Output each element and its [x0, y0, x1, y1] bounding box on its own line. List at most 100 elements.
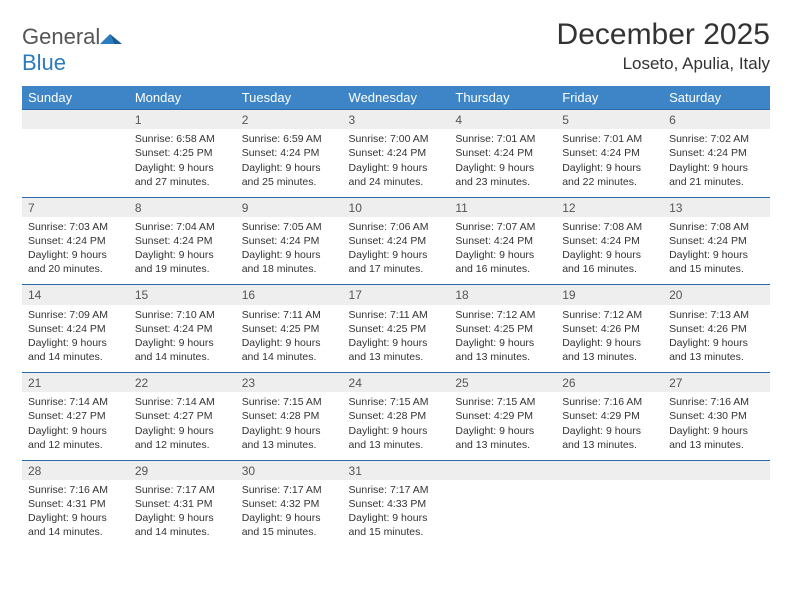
day-number-cell: 4	[449, 110, 556, 130]
title-block: December 2025 Loseto, Apulia, Italy	[557, 18, 770, 74]
day-info-cell: Sunrise: 7:17 AMSunset: 4:32 PMDaylight:…	[236, 480, 343, 548]
sunrise-text: Sunrise: 7:15 AM	[349, 395, 444, 409]
day-number-cell: 15	[129, 285, 236, 305]
daylight-text: Daylight: 9 hours and 18 minutes.	[242, 248, 337, 276]
day-info-row: Sunrise: 7:16 AMSunset: 4:31 PMDaylight:…	[22, 480, 770, 548]
sunset-text: Sunset: 4:27 PM	[28, 409, 123, 423]
sunset-text: Sunset: 4:25 PM	[455, 322, 550, 336]
day-info-cell: Sunrise: 7:01 AMSunset: 4:24 PMDaylight:…	[449, 129, 556, 197]
day-info-cell: Sunrise: 7:12 AMSunset: 4:26 PMDaylight:…	[556, 305, 663, 373]
sunrise-text: Sunrise: 7:01 AM	[455, 132, 550, 146]
sunset-text: Sunset: 4:25 PM	[242, 322, 337, 336]
weekday-header: Friday	[556, 86, 663, 110]
daylight-text: Daylight: 9 hours and 12 minutes.	[135, 424, 230, 452]
day-info-cell	[22, 129, 129, 197]
day-number-cell: 2	[236, 110, 343, 130]
daylight-text: Daylight: 9 hours and 13 minutes.	[349, 424, 444, 452]
day-number-cell: 18	[449, 285, 556, 305]
sunset-text: Sunset: 4:27 PM	[135, 409, 230, 423]
logo-word-2: Blue	[22, 50, 66, 75]
sunrise-text: Sunrise: 7:16 AM	[28, 483, 123, 497]
day-number-cell: 12	[556, 197, 663, 217]
daylight-text: Daylight: 9 hours and 16 minutes.	[562, 248, 657, 276]
weekday-header: Wednesday	[343, 86, 450, 110]
day-info-row: Sunrise: 7:14 AMSunset: 4:27 PMDaylight:…	[22, 392, 770, 460]
day-info-cell: Sunrise: 7:17 AMSunset: 4:31 PMDaylight:…	[129, 480, 236, 548]
day-info-cell: Sunrise: 7:16 AMSunset: 4:29 PMDaylight:…	[556, 392, 663, 460]
sunset-text: Sunset: 4:24 PM	[562, 146, 657, 160]
logo: GeneralBlue	[22, 24, 122, 76]
day-info-row: Sunrise: 6:58 AMSunset: 4:25 PMDaylight:…	[22, 129, 770, 197]
day-info-cell: Sunrise: 7:16 AMSunset: 4:30 PMDaylight:…	[663, 392, 770, 460]
day-number-cell: 24	[343, 373, 450, 393]
day-number-row: 14151617181920	[22, 285, 770, 305]
day-number-cell: 8	[129, 197, 236, 217]
weekday-header: Sunday	[22, 86, 129, 110]
sunrise-text: Sunrise: 7:15 AM	[455, 395, 550, 409]
sunset-text: Sunset: 4:33 PM	[349, 497, 444, 511]
daylight-text: Daylight: 9 hours and 21 minutes.	[669, 161, 764, 189]
sunrise-text: Sunrise: 7:17 AM	[349, 483, 444, 497]
daylight-text: Daylight: 9 hours and 15 minutes.	[242, 511, 337, 539]
day-number-cell	[556, 460, 663, 480]
day-info-row: Sunrise: 7:09 AMSunset: 4:24 PMDaylight:…	[22, 305, 770, 373]
sunrise-text: Sunrise: 7:04 AM	[135, 220, 230, 234]
header: GeneralBlue December 2025 Loseto, Apulia…	[22, 18, 770, 76]
daylight-text: Daylight: 9 hours and 13 minutes.	[242, 424, 337, 452]
day-number-cell: 5	[556, 110, 663, 130]
weekday-header: Monday	[129, 86, 236, 110]
day-info-cell: Sunrise: 7:15 AMSunset: 4:29 PMDaylight:…	[449, 392, 556, 460]
day-info-cell: Sunrise: 7:08 AMSunset: 4:24 PMDaylight:…	[663, 217, 770, 285]
daylight-text: Daylight: 9 hours and 16 minutes.	[455, 248, 550, 276]
sunset-text: Sunset: 4:26 PM	[562, 322, 657, 336]
day-number-cell: 21	[22, 373, 129, 393]
day-info-cell: Sunrise: 7:11 AMSunset: 4:25 PMDaylight:…	[236, 305, 343, 373]
day-info-cell: Sunrise: 7:12 AMSunset: 4:25 PMDaylight:…	[449, 305, 556, 373]
weekday-header-row: Sunday Monday Tuesday Wednesday Thursday…	[22, 86, 770, 110]
sunset-text: Sunset: 4:24 PM	[349, 146, 444, 160]
day-info-cell: Sunrise: 7:02 AMSunset: 4:24 PMDaylight:…	[663, 129, 770, 197]
sunrise-text: Sunrise: 7:17 AM	[135, 483, 230, 497]
day-number-row: 21222324252627	[22, 373, 770, 393]
sunrise-text: Sunrise: 7:08 AM	[669, 220, 764, 234]
sunset-text: Sunset: 4:24 PM	[242, 234, 337, 248]
day-info-cell: Sunrise: 7:00 AMSunset: 4:24 PMDaylight:…	[343, 129, 450, 197]
sunset-text: Sunset: 4:24 PM	[669, 146, 764, 160]
sunset-text: Sunset: 4:28 PM	[349, 409, 444, 423]
calendar-page: GeneralBlue December 2025 Loseto, Apulia…	[0, 0, 792, 566]
daylight-text: Daylight: 9 hours and 14 minutes.	[28, 336, 123, 364]
daylight-text: Daylight: 9 hours and 22 minutes.	[562, 161, 657, 189]
day-info-cell: Sunrise: 7:11 AMSunset: 4:25 PMDaylight:…	[343, 305, 450, 373]
sunrise-text: Sunrise: 7:14 AM	[28, 395, 123, 409]
day-info-cell: Sunrise: 7:07 AMSunset: 4:24 PMDaylight:…	[449, 217, 556, 285]
location: Loseto, Apulia, Italy	[557, 54, 770, 74]
sunset-text: Sunset: 4:25 PM	[135, 146, 230, 160]
day-number-cell: 1	[129, 110, 236, 130]
sunset-text: Sunset: 4:28 PM	[242, 409, 337, 423]
sunset-text: Sunset: 4:30 PM	[669, 409, 764, 423]
sunset-text: Sunset: 4:24 PM	[135, 234, 230, 248]
sunrise-text: Sunrise: 7:01 AM	[562, 132, 657, 146]
day-number-cell: 17	[343, 285, 450, 305]
day-number-cell	[663, 460, 770, 480]
sunset-text: Sunset: 4:31 PM	[28, 497, 123, 511]
month-title: December 2025	[557, 18, 770, 52]
day-number-cell: 6	[663, 110, 770, 130]
sunset-text: Sunset: 4:31 PM	[135, 497, 230, 511]
sunset-text: Sunset: 4:24 PM	[349, 234, 444, 248]
day-info-cell: Sunrise: 7:16 AMSunset: 4:31 PMDaylight:…	[22, 480, 129, 548]
daylight-text: Daylight: 9 hours and 15 minutes.	[349, 511, 444, 539]
daylight-text: Daylight: 9 hours and 14 minutes.	[242, 336, 337, 364]
sunrise-text: Sunrise: 6:59 AM	[242, 132, 337, 146]
sunrise-text: Sunrise: 7:12 AM	[562, 308, 657, 322]
sunrise-text: Sunrise: 7:10 AM	[135, 308, 230, 322]
day-number-cell: 11	[449, 197, 556, 217]
day-info-cell: Sunrise: 7:03 AMSunset: 4:24 PMDaylight:…	[22, 217, 129, 285]
day-number-row: 28293031	[22, 460, 770, 480]
day-number-cell: 30	[236, 460, 343, 480]
sunset-text: Sunset: 4:26 PM	[669, 322, 764, 336]
day-info-cell: Sunrise: 7:14 AMSunset: 4:27 PMDaylight:…	[22, 392, 129, 460]
day-number-cell: 27	[663, 373, 770, 393]
day-info-cell: Sunrise: 7:09 AMSunset: 4:24 PMDaylight:…	[22, 305, 129, 373]
sunset-text: Sunset: 4:24 PM	[242, 146, 337, 160]
